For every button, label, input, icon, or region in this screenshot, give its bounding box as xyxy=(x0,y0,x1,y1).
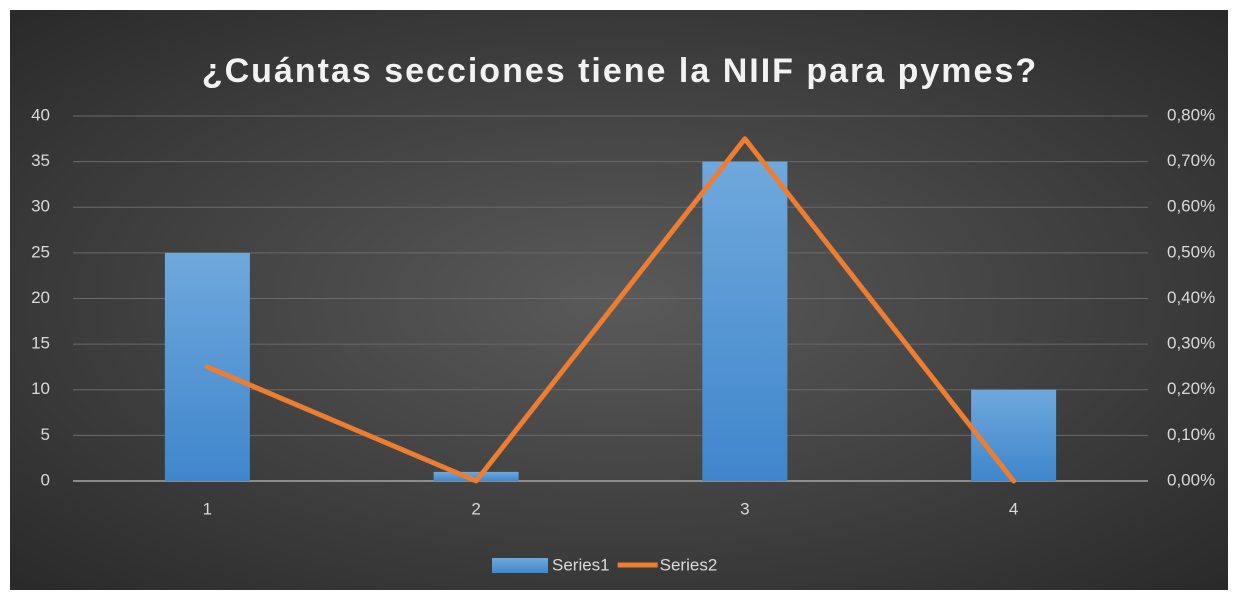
y2-tick-label: 0,40% xyxy=(1167,288,1215,307)
legend-label: Series1 xyxy=(552,555,610,574)
y-tick-label: 40 xyxy=(31,105,50,124)
y-tick-label: 15 xyxy=(31,334,50,353)
bar xyxy=(433,471,519,481)
y2-tick-label: 0,80% xyxy=(1167,105,1215,124)
y-tick-label: 10 xyxy=(31,379,50,398)
y2-tick-label: 0,00% xyxy=(1167,470,1215,489)
y2-tick-label: 0,60% xyxy=(1167,197,1215,216)
legend-swatch xyxy=(492,558,548,573)
x-tick-label: 2 xyxy=(471,499,480,518)
y-tick-label: 35 xyxy=(31,151,50,170)
x-tick-label: 1 xyxy=(203,499,212,518)
bar xyxy=(702,161,788,481)
y2-tick-label: 0,50% xyxy=(1167,242,1215,261)
y-tick-label: 0 xyxy=(41,470,50,489)
bar xyxy=(971,389,1057,481)
y-tick-label: 5 xyxy=(41,425,50,444)
y2-tick-label: 0,70% xyxy=(1167,151,1215,170)
x-tick-label: 4 xyxy=(1009,499,1018,518)
y2-tick-label: 0,10% xyxy=(1167,425,1215,444)
chart-title: ¿Cuántas secciones tiene la NIIF para py… xyxy=(202,52,1038,90)
y-tick-label: 20 xyxy=(31,288,50,307)
y2-tick-label: 0,20% xyxy=(1167,379,1215,398)
y-tick-label: 30 xyxy=(31,197,50,216)
line xyxy=(204,136,1017,484)
y2-tick-label: 0,30% xyxy=(1167,334,1215,353)
x-tick-label: 3 xyxy=(740,499,749,518)
legend-label: Series2 xyxy=(660,555,718,574)
y-tick-label: 25 xyxy=(31,242,50,261)
